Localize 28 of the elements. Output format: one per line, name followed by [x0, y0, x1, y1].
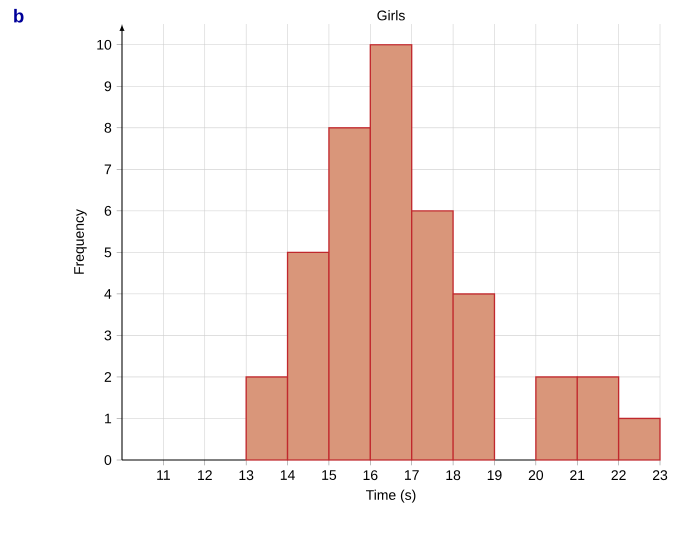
x-tick-label: 13 — [239, 470, 254, 480]
x-axis-title: Time (s) — [366, 490, 416, 503]
x-tick-label: 16 — [364, 470, 378, 480]
y-tick-label: 10 — [97, 40, 112, 50]
y-tick-label: 1 — [105, 414, 112, 424]
y-tick-label: 8 — [104, 122, 112, 133]
x-tick-label: 19 — [488, 470, 502, 480]
x-tick-label: 15 — [322, 470, 336, 480]
y-tick-label: 9 — [104, 81, 112, 92]
x-tick-label: 12 — [198, 470, 212, 480]
x-tick-label: 22 — [612, 470, 626, 480]
y-tick-label: 2 — [104, 372, 112, 382]
x-tick-label: 20 — [528, 470, 544, 480]
x-tick-label: 23 — [652, 470, 668, 480]
x-tick-label: 17 — [405, 470, 419, 480]
text: b — [14, 8, 24, 23]
y-tick-label: 5 — [104, 248, 112, 258]
x-tick-label: 14 — [280, 470, 295, 480]
x-tick-label: 21 — [570, 470, 584, 480]
chart-title: Girls — [377, 10, 405, 20]
y-axis-title: Frequency — [74, 209, 87, 274]
y-tick-label: 0 — [104, 455, 112, 465]
y-tick-label: 7 — [104, 164, 112, 174]
x-tick-label: 11 — [157, 470, 170, 480]
y-tick-label: 4 — [104, 289, 112, 299]
y-tick-label: 6 — [104, 206, 112, 216]
y-tick-label: 3 — [104, 330, 112, 340]
x-tick-label: 18 — [446, 470, 460, 480]
